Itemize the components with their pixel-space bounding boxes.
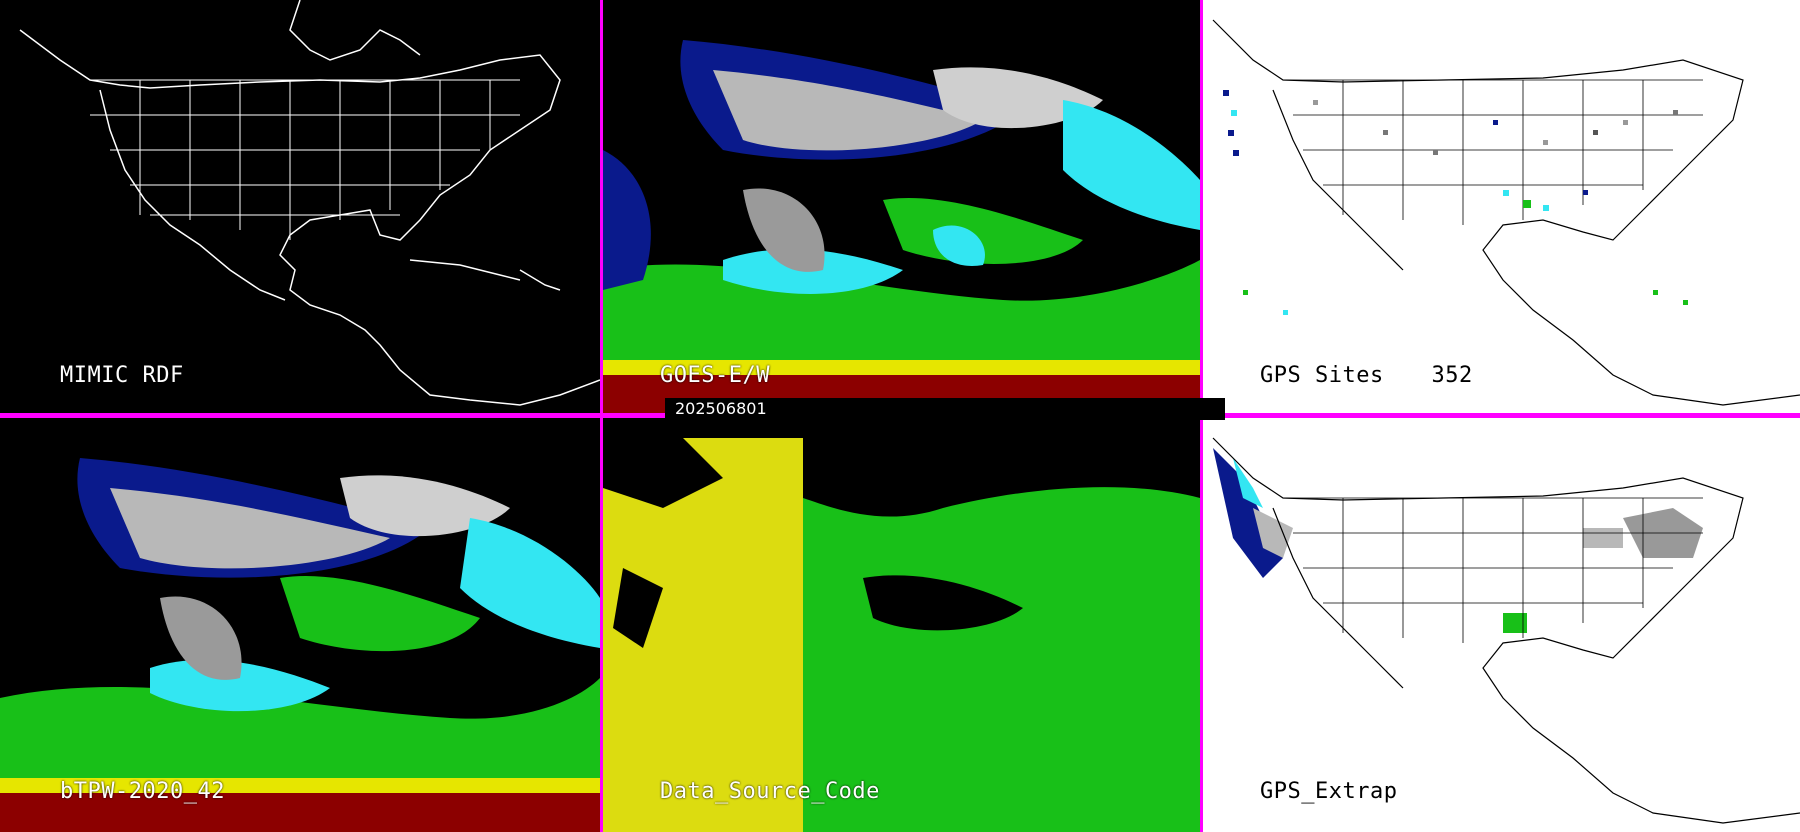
panel-label-gps-extrap: GPS_Extrap <box>1260 779 1398 804</box>
tpw-field-btpw <box>0 458 600 832</box>
divider-vertical-right <box>1200 0 1203 413</box>
panel-data-source: Data_Source_Code <box>603 418 1200 832</box>
divider-vertical-left <box>600 0 603 832</box>
panel-label-data-source: Data_Source_Code <box>660 779 880 804</box>
panel-label-btpw: bTPW-2020_42 <box>60 779 225 804</box>
map-outline-mimic-rdf <box>19 0 600 406</box>
panel-btpw: bTPW-2020_42 <box>0 418 600 832</box>
panel-gps-sites: GPS Sites 352 <box>1203 0 1800 413</box>
map-gps-extrap <box>1212 437 1800 824</box>
timestamp-bar: 202506801 <box>665 398 1225 420</box>
state-borders <box>1283 79 1703 225</box>
state-borders <box>1283 497 1703 643</box>
gps-sites-count: 352 <box>1431 363 1473 388</box>
continent-outline <box>1212 19 1800 406</box>
divider-vertical-right-bottom <box>1200 418 1203 832</box>
panel-gps-extrap: GPS_Extrap <box>1203 418 1800 832</box>
source-code-field <box>603 418 1200 832</box>
panel-mimic-rdf: MIMIC RDF <box>0 0 600 413</box>
state-borders <box>90 79 520 240</box>
panel-label-mimic-rdf: MIMIC RDF <box>60 363 184 388</box>
gps-site-markers <box>1223 90 1688 315</box>
continent-outline <box>19 0 600 406</box>
panel-goes-ew: GOES-E/W <box>603 0 1200 413</box>
gps-sites-title: GPS Sites <box>1260 363 1384 388</box>
timestamp-text: 202506801 <box>675 399 767 418</box>
map-gps-sites <box>1212 19 1800 406</box>
panel-label-goes-ew: GOES-E/W <box>660 363 770 388</box>
panel-label-gps-sites: GPS Sites 352 <box>1260 363 1473 388</box>
tpw-field-goes-ew <box>603 40 1200 413</box>
